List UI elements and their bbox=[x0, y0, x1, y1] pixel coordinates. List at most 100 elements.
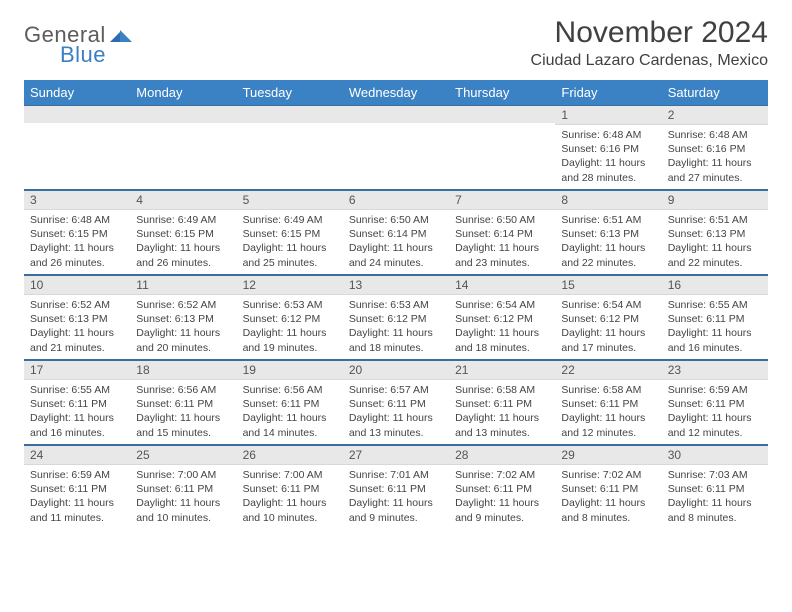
sunset-text: Sunset: 6:12 PM bbox=[349, 312, 443, 326]
sunrise-text: Sunrise: 6:56 AM bbox=[136, 383, 230, 397]
sunset-text: Sunset: 6:11 PM bbox=[30, 482, 124, 496]
daylight-text-1: Daylight: 11 hours bbox=[668, 241, 762, 255]
sunset-text: Sunset: 6:11 PM bbox=[136, 482, 230, 496]
empty-daynum bbox=[237, 105, 343, 123]
daylight-text-1: Daylight: 11 hours bbox=[668, 411, 762, 425]
daylight-text-1: Daylight: 11 hours bbox=[349, 326, 443, 340]
daylight-text-2: and 11 minutes. bbox=[30, 511, 124, 525]
day-details: Sunrise: 7:02 AMSunset: 6:11 PMDaylight:… bbox=[555, 465, 661, 529]
daylight-text-1: Daylight: 11 hours bbox=[561, 156, 655, 170]
logo-text-line2: Blue bbox=[60, 42, 106, 67]
daylight-text-2: and 19 minutes. bbox=[243, 341, 337, 355]
day-number: 26 bbox=[237, 445, 343, 465]
daylight-text-2: and 9 minutes. bbox=[455, 511, 549, 525]
daylight-text-2: and 24 minutes. bbox=[349, 256, 443, 270]
day-header: Saturday bbox=[662, 80, 768, 105]
day-number: 13 bbox=[343, 275, 449, 295]
sunset-text: Sunset: 6:13 PM bbox=[561, 227, 655, 241]
daylight-text-1: Daylight: 11 hours bbox=[668, 326, 762, 340]
day-number: 4 bbox=[130, 190, 236, 210]
sunrise-text: Sunrise: 6:54 AM bbox=[561, 298, 655, 312]
sunset-text: Sunset: 6:11 PM bbox=[243, 397, 337, 411]
calendar-cell: 10Sunrise: 6:52 AMSunset: 6:13 PMDayligh… bbox=[24, 275, 130, 360]
day-details: Sunrise: 6:57 AMSunset: 6:11 PMDaylight:… bbox=[343, 380, 449, 444]
daylight-text-1: Daylight: 11 hours bbox=[455, 241, 549, 255]
calendar-cell: 12Sunrise: 6:53 AMSunset: 6:12 PMDayligh… bbox=[237, 275, 343, 360]
sunrise-text: Sunrise: 6:50 AM bbox=[349, 213, 443, 227]
sunset-text: Sunset: 6:16 PM bbox=[668, 142, 762, 156]
sunrise-text: Sunrise: 6:58 AM bbox=[561, 383, 655, 397]
day-header: Tuesday bbox=[237, 80, 343, 105]
sunrise-text: Sunrise: 6:49 AM bbox=[136, 213, 230, 227]
calendar-cell: 20Sunrise: 6:57 AMSunset: 6:11 PMDayligh… bbox=[343, 360, 449, 445]
daylight-text-2: and 10 minutes. bbox=[243, 511, 337, 525]
sunset-text: Sunset: 6:12 PM bbox=[561, 312, 655, 326]
day-number: 8 bbox=[555, 190, 661, 210]
day-number: 14 bbox=[449, 275, 555, 295]
sunset-text: Sunset: 6:14 PM bbox=[455, 227, 549, 241]
day-number: 16 bbox=[662, 275, 768, 295]
sunset-text: Sunset: 6:11 PM bbox=[455, 482, 549, 496]
sunset-text: Sunset: 6:11 PM bbox=[668, 397, 762, 411]
daylight-text-2: and 25 minutes. bbox=[243, 256, 337, 270]
calendar-cell: 13Sunrise: 6:53 AMSunset: 6:12 PMDayligh… bbox=[343, 275, 449, 360]
calendar-cell: 7Sunrise: 6:50 AMSunset: 6:14 PMDaylight… bbox=[449, 190, 555, 275]
day-number: 20 bbox=[343, 360, 449, 380]
daylight-text-2: and 22 minutes. bbox=[561, 256, 655, 270]
calendar-cell: 8Sunrise: 6:51 AMSunset: 6:13 PMDaylight… bbox=[555, 190, 661, 275]
sunset-text: Sunset: 6:12 PM bbox=[455, 312, 549, 326]
calendar-cell: 29Sunrise: 7:02 AMSunset: 6:11 PMDayligh… bbox=[555, 445, 661, 530]
daylight-text-1: Daylight: 11 hours bbox=[136, 326, 230, 340]
day-number: 2 bbox=[662, 105, 768, 125]
daylight-text-1: Daylight: 11 hours bbox=[30, 326, 124, 340]
daylight-text-1: Daylight: 11 hours bbox=[561, 411, 655, 425]
day-details: Sunrise: 6:58 AMSunset: 6:11 PMDaylight:… bbox=[449, 380, 555, 444]
sunset-text: Sunset: 6:11 PM bbox=[349, 397, 443, 411]
empty-body bbox=[237, 123, 343, 187]
calendar-cell: 18Sunrise: 6:56 AMSunset: 6:11 PMDayligh… bbox=[130, 360, 236, 445]
daylight-text-1: Daylight: 11 hours bbox=[561, 241, 655, 255]
day-details: Sunrise: 6:49 AMSunset: 6:15 PMDaylight:… bbox=[237, 210, 343, 274]
sunset-text: Sunset: 6:11 PM bbox=[349, 482, 443, 496]
daylight-text-2: and 22 minutes. bbox=[668, 256, 762, 270]
sunset-text: Sunset: 6:11 PM bbox=[455, 397, 549, 411]
day-number: 22 bbox=[555, 360, 661, 380]
sunrise-text: Sunrise: 7:03 AM bbox=[668, 468, 762, 482]
daylight-text-2: and 12 minutes. bbox=[668, 426, 762, 440]
empty-body bbox=[130, 123, 236, 187]
daylight-text-2: and 15 minutes. bbox=[136, 426, 230, 440]
day-number: 11 bbox=[130, 275, 236, 295]
day-details: Sunrise: 6:51 AMSunset: 6:13 PMDaylight:… bbox=[662, 210, 768, 274]
sunrise-text: Sunrise: 7:00 AM bbox=[243, 468, 337, 482]
day-details: Sunrise: 6:53 AMSunset: 6:12 PMDaylight:… bbox=[237, 295, 343, 359]
daylight-text-2: and 28 minutes. bbox=[561, 171, 655, 185]
header: General Blue November 2024 Ciudad Lazaro… bbox=[24, 16, 768, 70]
day-header: Friday bbox=[555, 80, 661, 105]
daylight-text-1: Daylight: 11 hours bbox=[243, 496, 337, 510]
calendar-cell: 25Sunrise: 7:00 AMSunset: 6:11 PMDayligh… bbox=[130, 445, 236, 530]
day-details: Sunrise: 7:03 AMSunset: 6:11 PMDaylight:… bbox=[662, 465, 768, 529]
day-details: Sunrise: 6:50 AMSunset: 6:14 PMDaylight:… bbox=[449, 210, 555, 274]
daylight-text-1: Daylight: 11 hours bbox=[30, 411, 124, 425]
calendar-page: General Blue November 2024 Ciudad Lazaro… bbox=[0, 0, 792, 539]
sunrise-text: Sunrise: 6:52 AM bbox=[136, 298, 230, 312]
calendar-cell: 28Sunrise: 7:02 AMSunset: 6:11 PMDayligh… bbox=[449, 445, 555, 530]
day-details: Sunrise: 7:02 AMSunset: 6:11 PMDaylight:… bbox=[449, 465, 555, 529]
sunset-text: Sunset: 6:15 PM bbox=[243, 227, 337, 241]
sunrise-text: Sunrise: 6:48 AM bbox=[668, 128, 762, 142]
month-title: November 2024 bbox=[531, 16, 768, 50]
day-number: 25 bbox=[130, 445, 236, 465]
calendar-cell: 4Sunrise: 6:49 AMSunset: 6:15 PMDaylight… bbox=[130, 190, 236, 275]
sunset-text: Sunset: 6:13 PM bbox=[136, 312, 230, 326]
day-details: Sunrise: 6:59 AMSunset: 6:11 PMDaylight:… bbox=[662, 380, 768, 444]
daylight-text-2: and 18 minutes. bbox=[349, 341, 443, 355]
day-header: Sunday bbox=[24, 80, 130, 105]
daylight-text-2: and 26 minutes. bbox=[30, 256, 124, 270]
daylight-text-1: Daylight: 11 hours bbox=[30, 496, 124, 510]
calendar-cell: 3Sunrise: 6:48 AMSunset: 6:15 PMDaylight… bbox=[24, 190, 130, 275]
day-details: Sunrise: 6:54 AMSunset: 6:12 PMDaylight:… bbox=[555, 295, 661, 359]
day-number: 29 bbox=[555, 445, 661, 465]
calendar-cell: 6Sunrise: 6:50 AMSunset: 6:14 PMDaylight… bbox=[343, 190, 449, 275]
sunrise-text: Sunrise: 6:54 AM bbox=[455, 298, 549, 312]
calendar-cell: 14Sunrise: 6:54 AMSunset: 6:12 PMDayligh… bbox=[449, 275, 555, 360]
